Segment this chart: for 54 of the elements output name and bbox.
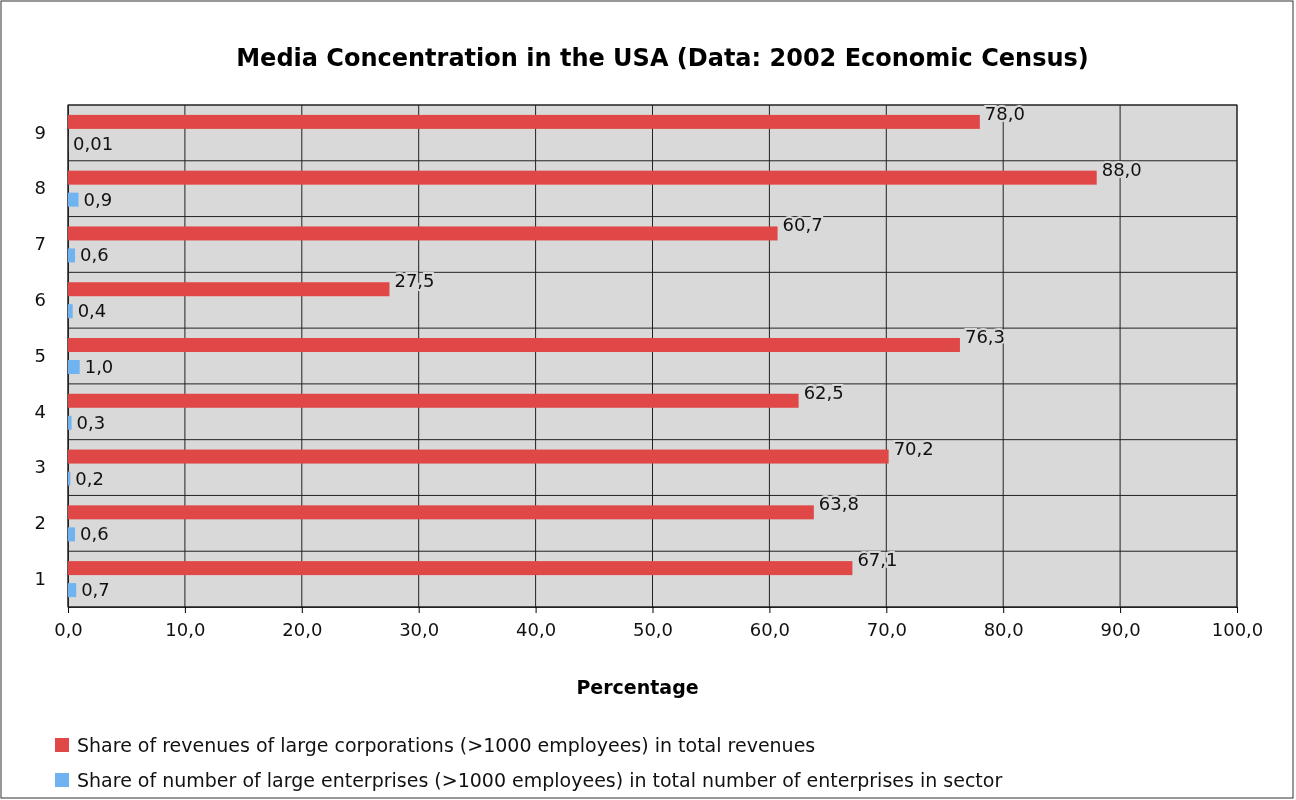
y-tick-label: 6	[34, 288, 46, 310]
legend-label: Share of number of large enterprises (>1000 employees) in total number of enterprises in sector	[77, 769, 1003, 791]
data-label: 0,6	[80, 523, 109, 545]
data-label: 0,01	[73, 132, 114, 154]
data-label: 0,4	[77, 300, 107, 322]
bar	[68, 282, 390, 297]
data-label: 0,2	[75, 467, 104, 489]
data-label: 0,3	[76, 411, 106, 433]
data-label: 88,0	[1101, 158, 1142, 180]
bar	[68, 505, 814, 520]
data-label: 62,5	[803, 381, 844, 403]
legend-label: Share of revenues of large corporations (>1000 employees) in total revenues	[77, 734, 816, 756]
y-tick-label: 3	[34, 456, 46, 478]
bar	[68, 393, 799, 408]
x-tick-label: 30,0	[399, 618, 440, 640]
y-tick-label: 7	[34, 233, 46, 255]
x-tick-label: 40,0	[516, 618, 557, 640]
y-tick-label: 2	[34, 512, 46, 534]
y-tick-label: 8	[34, 177, 46, 199]
x-tick-label: 90,0	[1100, 618, 1141, 640]
bar	[68, 170, 1097, 185]
data-label: 63,8	[818, 493, 859, 515]
bar	[68, 527, 76, 542]
data-label: 0,9	[83, 188, 113, 210]
bar	[68, 449, 889, 464]
x-tick-label: 100,0	[1211, 618, 1264, 640]
bar	[68, 304, 73, 319]
bar	[68, 226, 778, 241]
bar	[68, 583, 77, 598]
y-tick-label: 5	[34, 344, 46, 366]
data-label: 0,7	[81, 579, 110, 601]
data-label: 60,7	[782, 214, 823, 236]
bar	[68, 192, 79, 207]
bar	[68, 338, 960, 352]
x-tick-label: 50,0	[632, 618, 674, 640]
bar	[68, 415, 72, 430]
data-label: 0,6	[80, 244, 109, 266]
bar	[68, 248, 76, 263]
x-tick-label: 70,0	[866, 618, 907, 640]
chart-title: Media Concentration in the USA (Data: 2002 Economic Census)	[236, 44, 1089, 72]
bar	[68, 360, 80, 374]
x-tick-label: 60,0	[749, 618, 790, 640]
y-tick-label: 1	[34, 567, 46, 589]
bar	[68, 561, 853, 576]
x-tick-label: 20,0	[282, 618, 323, 640]
y-tick-label: 4	[34, 400, 46, 422]
bar	[68, 114, 980, 129]
x-tick-label: 0,0	[54, 618, 83, 640]
x-tick-label: 80,0	[983, 618, 1024, 640]
y-tick-label: 9	[34, 121, 46, 143]
x-axis-title: Percentage	[576, 676, 699, 698]
data-label: 1,0	[84, 356, 114, 377]
data-label: 70,2	[893, 437, 934, 459]
x-tick-label: 10,0	[165, 618, 206, 640]
